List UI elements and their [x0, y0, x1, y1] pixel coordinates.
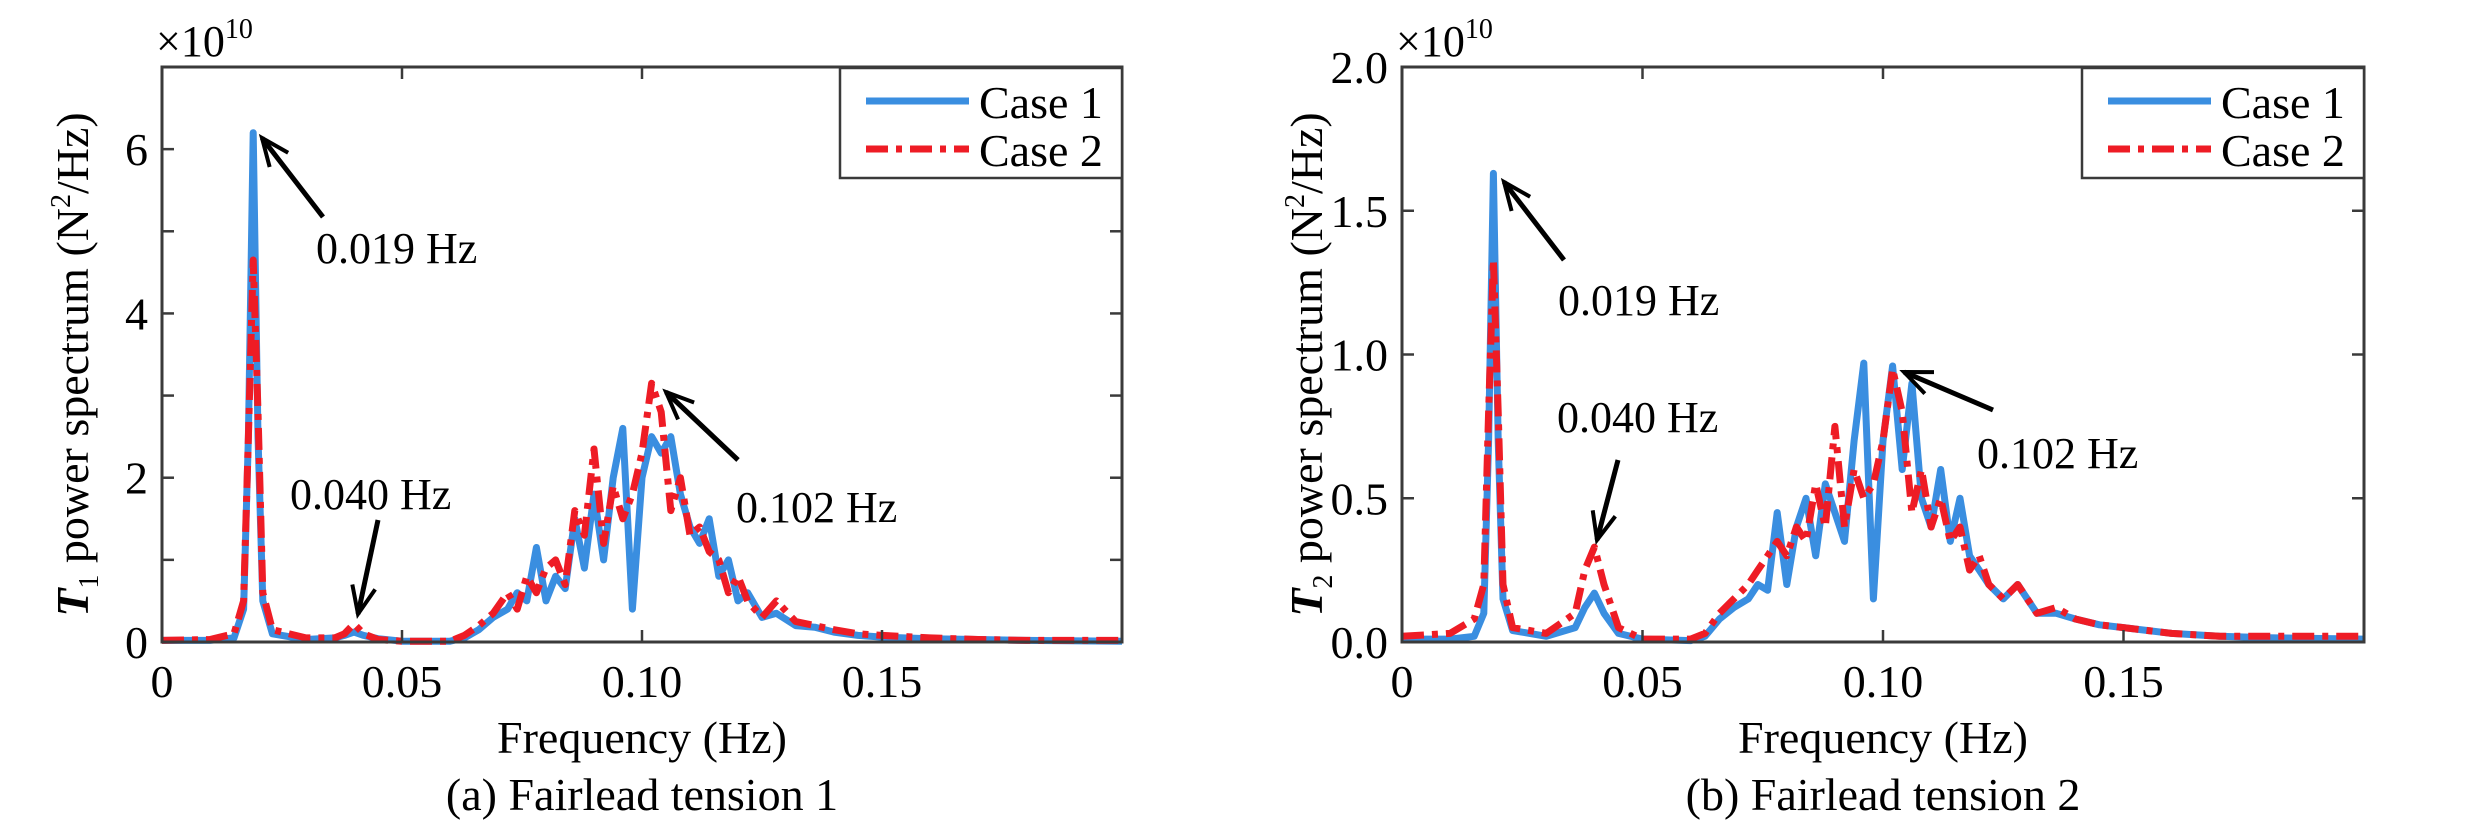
arrow-icon — [1594, 459, 1621, 541]
legend-label-2: Case 2 — [979, 125, 1103, 176]
y-tick-label: 6 — [125, 124, 148, 175]
arrow-icon — [355, 519, 381, 615]
y-scale-base: ×10 — [156, 17, 225, 66]
y-label-tail: /Hz) — [47, 112, 98, 194]
panel-caption: (a) Fairlead tension 1 — [446, 769, 838, 820]
y-label-superscript: 2 — [1280, 194, 1311, 208]
x-tick-label: 0.05 — [1602, 656, 1683, 707]
x-tick-label: 0.05 — [362, 656, 443, 707]
y-label-superscript: 2 — [46, 194, 77, 208]
arrowhead-icon — [662, 388, 695, 421]
arrow-icon — [664, 390, 740, 462]
arrowhead-icon — [350, 584, 377, 620]
arrowhead-icon — [1590, 510, 1617, 545]
y-scale-exponent: 10 — [225, 14, 253, 45]
x-axis-label: Frequency (Hz) — [1738, 712, 2028, 763]
y-label-text: power spectrum (N — [1281, 208, 1332, 575]
annotation-label: 0.040 Hz — [1557, 393, 1718, 442]
y-scale-base: ×10 — [1396, 17, 1465, 66]
y-axis-label: T2 power spectrum (N2/Hz) — [1280, 112, 1339, 616]
arrowhead-icon — [258, 133, 290, 168]
x-tick-label: 0.10 — [602, 656, 683, 707]
x-tick-label: 0.15 — [2083, 656, 2164, 707]
peak-annotation: 0.040 Hz — [290, 470, 451, 620]
annotation-label: 0.102 Hz — [1977, 429, 2138, 478]
y-tick-label: 4 — [125, 288, 148, 339]
y-label-text: power spectrum (N — [47, 208, 98, 575]
y-label-tail: /Hz) — [1281, 112, 1332, 194]
series-line-case-2 — [161, 256, 1122, 645]
x-axis-label: Frequency (Hz) — [497, 712, 787, 763]
peak-annotation: 0.019 Hz — [1500, 177, 1719, 325]
x-tick-label: 0.10 — [1843, 656, 1924, 707]
annotation-label: 0.040 Hz — [290, 470, 451, 519]
x-tick-label: 0 — [151, 656, 174, 707]
annotation-label: 0.019 Hz — [316, 224, 477, 273]
series-line-case-2 — [1401, 256, 2364, 643]
arrow-icon — [1903, 369, 1994, 413]
y-tick-label: 0 — [125, 617, 148, 668]
y-tick-label: 1.0 — [1331, 330, 1389, 381]
y-tick-label: 2.0 — [1331, 42, 1389, 93]
peak-annotation: 0.019 Hz — [258, 133, 477, 273]
chart-panel-1: 0 0.05 0.10 0.15 0 2 4 6 ×1010 T1 power spectrum … — [46, 14, 1124, 820]
y-scale-factor: ×1010 — [156, 14, 253, 66]
y-label-subscript: 2 — [1308, 575, 1339, 589]
peak-annotation: 0.040 Hz — [1557, 393, 1718, 545]
annotation-label: 0.102 Hz — [736, 483, 897, 532]
x-tick-label: 0 — [1391, 656, 1414, 707]
series-line-case-1 — [1402, 169, 2365, 645]
arrowhead-icon — [1899, 369, 1935, 395]
legend-label-1: Case 1 — [2221, 77, 2345, 128]
y-tick-label: 2 — [125, 453, 148, 504]
y-scale-factor: ×1010 — [1396, 14, 1493, 66]
legend-label-2: Case 2 — [2221, 125, 2345, 176]
legend-box — [2080, 66, 2366, 180]
legend-label-1: Case 1 — [979, 77, 1103, 128]
arrow-icon — [1502, 180, 1566, 262]
x-tick-label: 0.15 — [842, 656, 923, 707]
arrow-icon — [260, 136, 325, 219]
y-scale-exponent: 10 — [1465, 14, 1493, 45]
y-tick-label: 0.0 — [1331, 617, 1389, 668]
peak-annotation: 0.102 Hz — [662, 388, 897, 532]
y-label-variable: T — [1281, 587, 1332, 617]
y-label-subscript: 1 — [74, 575, 105, 589]
peak-annotation: 0.102 Hz — [1899, 369, 2138, 478]
arrowhead-icon — [1500, 177, 1532, 212]
y-tick-label: 0.5 — [1331, 473, 1389, 524]
series-line-case-1 — [162, 129, 1123, 645]
y-tick-label: 1.5 — [1331, 186, 1389, 237]
panel-caption: (b) Fairlead tension 2 — [1686, 769, 2081, 820]
y-axis-label: T1 power spectrum (N2/Hz) — [46, 112, 105, 616]
y-label-variable: T — [47, 587, 98, 617]
annotation-label: 0.019 Hz — [1558, 276, 1719, 325]
legend-box — [838, 66, 1124, 180]
